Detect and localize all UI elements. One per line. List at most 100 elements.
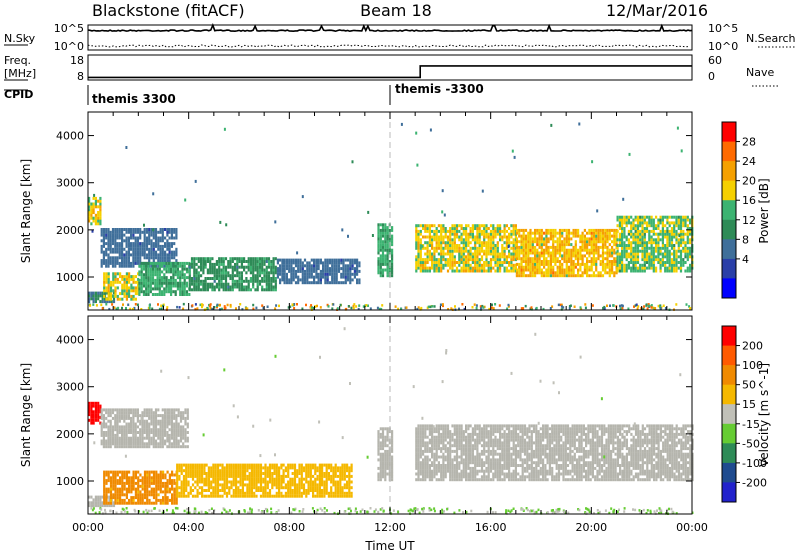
heatmap-cell: [451, 229, 454, 233]
heatmap-cell: [184, 422, 187, 426]
heatmap-cell: [150, 428, 153, 432]
heatmap-cell: [215, 277, 218, 280]
heatmap-cell: [121, 239, 124, 243]
heatmap-cell: [294, 281, 298, 285]
heatmap-cell: [255, 477, 258, 481]
heatmap-cell: [168, 490, 171, 494]
heatmap-cell: [317, 275, 320, 279]
heatmap-cell: [148, 304, 151, 307]
cpid-segment-2: themis -3300: [395, 82, 484, 96]
heatmap-cell: [524, 243, 528, 247]
heatmap-cell: [538, 268, 541, 272]
heatmap-cell: [391, 226, 394, 230]
heatmap-cell: [451, 246, 454, 250]
heatmap-cell: [99, 294, 102, 298]
heatmap-cell: [109, 250, 112, 254]
heatmap-cell: [97, 294, 100, 298]
heatmap-cell: [652, 306, 655, 310]
heatmap-cell: [499, 224, 502, 228]
heatmap-cell: [333, 281, 336, 285]
heatmap-cell: [209, 303, 212, 306]
heatmap-cell: [171, 501, 174, 505]
heatmap-cell: [103, 286, 106, 290]
heatmap-cell: [173, 414, 176, 418]
heatmap-cell: [253, 494, 256, 498]
heatmap-cell: [181, 264, 184, 268]
heatmap-cell: [145, 244, 149, 248]
heatmap-cell: [183, 264, 186, 268]
heatmap-cell: [492, 246, 495, 250]
heatmap-cell: [272, 285, 275, 289]
heatmap-cell: [197, 285, 200, 289]
heatmap-cell: [428, 255, 431, 259]
heatmap-cell: [496, 227, 499, 230]
heatmap-cell: [118, 408, 121, 412]
heatmap-cell: [344, 267, 347, 271]
heatmap-cell: [150, 476, 153, 480]
heatmap-cell: [166, 228, 169, 231]
heatmap-cell: [496, 258, 499, 262]
heatmap-cell: [433, 232, 436, 236]
heatmap-cell: [590, 243, 593, 247]
heatmap-cell: [627, 218, 630, 222]
heatmap-cell: [288, 261, 291, 265]
heatmap-cell: [442, 246, 445, 250]
heatmap-cell: [487, 232, 490, 236]
heatmap-cell: [111, 416, 115, 420]
heatmap-cell: [522, 260, 525, 263]
heatmap-cell: [221, 494, 224, 498]
heatmap-cell: [347, 305, 350, 308]
heatmap-cell: [488, 307, 491, 311]
heatmap-cell: [579, 262, 582, 266]
heatmap-cell: [145, 428, 149, 432]
heatmap-cell: [377, 231, 380, 235]
heatmap-cell: [623, 246, 626, 250]
heatmap-cell: [415, 246, 418, 250]
heatmap-cell: [223, 127, 226, 131]
heatmap-cell: [137, 277, 140, 281]
heatmap-cell: [684, 252, 687, 256]
heatmap-cell: [159, 479, 162, 483]
heatmap-cell: [501, 229, 504, 233]
heatmap-cell: [353, 272, 356, 276]
heatmap-cell: [252, 303, 255, 307]
heatmap-cell: [496, 229, 499, 233]
heatmap-cell: [249, 257, 252, 261]
heatmap-cell: [335, 267, 338, 271]
heatmap-cell: [489, 258, 493, 262]
heatmap-cell: [130, 487, 133, 491]
heatmap-cell: [123, 493, 126, 497]
heatmap-cell: [105, 431, 108, 434]
heatmap-cell: [100, 442, 103, 446]
heatmap-cell: [441, 210, 444, 214]
heatmap-cell: [157, 436, 160, 440]
heatmap-cell: [168, 250, 171, 254]
heatmap-cell: [109, 422, 112, 426]
heatmap-cell: [317, 264, 320, 268]
heatmap-cell: [165, 287, 168, 291]
heatmap-cell: [540, 240, 543, 244]
heatmap-cell: [221, 489, 224, 492]
heatmap-cell: [145, 422, 149, 426]
heatmap-cell: [556, 248, 559, 252]
heatmap-cell: [103, 496, 106, 500]
heatmap-cell: [581, 262, 584, 266]
heatmap-cell: [686, 241, 689, 245]
heatmap-cell: [156, 276, 159, 280]
heatmap-cell: [527, 245, 530, 249]
heatmap-cell: [446, 249, 450, 253]
heatmap-cell: [148, 306, 151, 310]
heatmap-cell: [211, 307, 214, 311]
heatmap-cell: [440, 241, 443, 245]
heatmap-cell: [652, 269, 655, 273]
heatmap-cell: [586, 245, 589, 249]
heatmap-cell: [130, 283, 133, 287]
heatmap-cell: [204, 262, 207, 266]
heatmap-cell: [152, 445, 155, 449]
heatmap-cell: [435, 263, 438, 267]
heatmap-cell: [499, 261, 502, 264]
heatmap-cell: [220, 307, 223, 311]
heatmap-cell: [356, 258, 359, 262]
heatmap-cell: [157, 259, 160, 263]
heatmap-cell: [274, 265, 277, 269]
